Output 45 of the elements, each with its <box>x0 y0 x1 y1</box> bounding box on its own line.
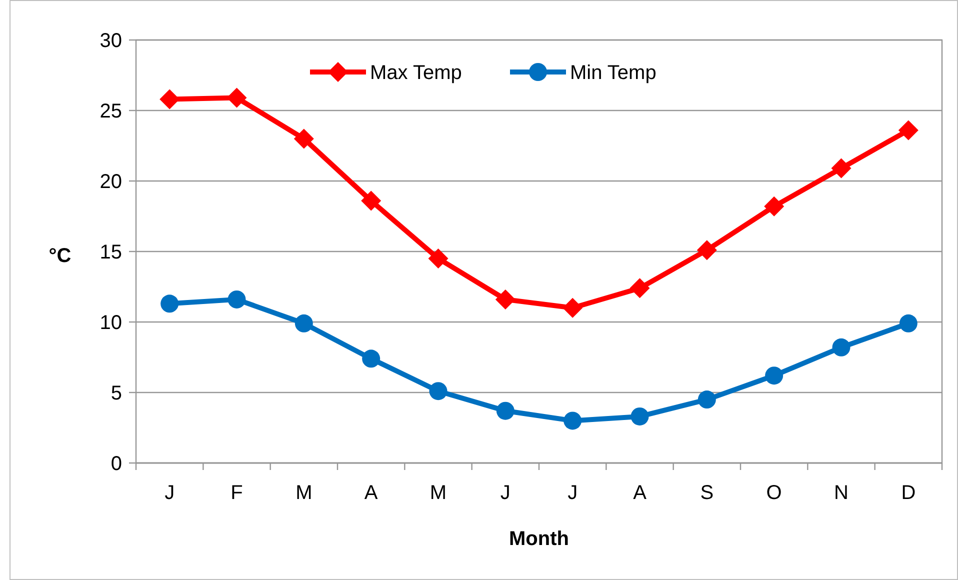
x-tick-label: J <box>568 482 578 504</box>
point <box>228 290 246 308</box>
point <box>160 294 179 313</box>
x-tick-label: A <box>633 482 648 504</box>
point <box>294 128 314 149</box>
x-axis-title: Month <box>509 528 569 550</box>
point <box>361 190 382 211</box>
y-tick-label: 20 <box>100 171 122 193</box>
point <box>832 338 850 356</box>
point <box>362 350 380 368</box>
y-tick-label: 10 <box>100 312 122 334</box>
legend-label: Max Temp <box>370 62 462 84</box>
point <box>898 120 918 140</box>
x-tick-label: A <box>364 482 378 504</box>
point <box>899 314 918 332</box>
point <box>564 412 582 430</box>
x-tick-label: F <box>230 482 243 504</box>
x-tick-label: J <box>164 482 175 504</box>
x-tick-label: S <box>700 482 714 504</box>
point <box>429 382 448 400</box>
y-tick-label: 15 <box>100 242 122 264</box>
y-tick-label: 5 <box>110 382 122 404</box>
point <box>630 278 650 298</box>
y-axis-title: °C <box>48 245 72 267</box>
x-tick-label: D <box>901 482 916 504</box>
point <box>764 196 784 216</box>
y-tick-label: 0 <box>110 453 122 475</box>
point <box>562 298 583 318</box>
x-tick-label: M <box>430 482 447 504</box>
point <box>765 366 784 385</box>
y-tick-label: 25 <box>100 100 122 122</box>
y-tick-label: 30 <box>100 30 122 52</box>
point <box>698 390 716 409</box>
point <box>294 314 313 332</box>
point <box>495 289 516 310</box>
point <box>630 407 649 426</box>
point <box>496 402 514 420</box>
x-tick-label: N <box>834 482 848 504</box>
point <box>696 240 717 260</box>
point <box>831 158 852 178</box>
point <box>428 248 448 269</box>
x-tick-label: J <box>500 482 510 504</box>
legend-label: Min Temp <box>570 62 656 84</box>
x-tick-label: M <box>296 482 312 504</box>
x-tick-label: O <box>766 482 782 504</box>
